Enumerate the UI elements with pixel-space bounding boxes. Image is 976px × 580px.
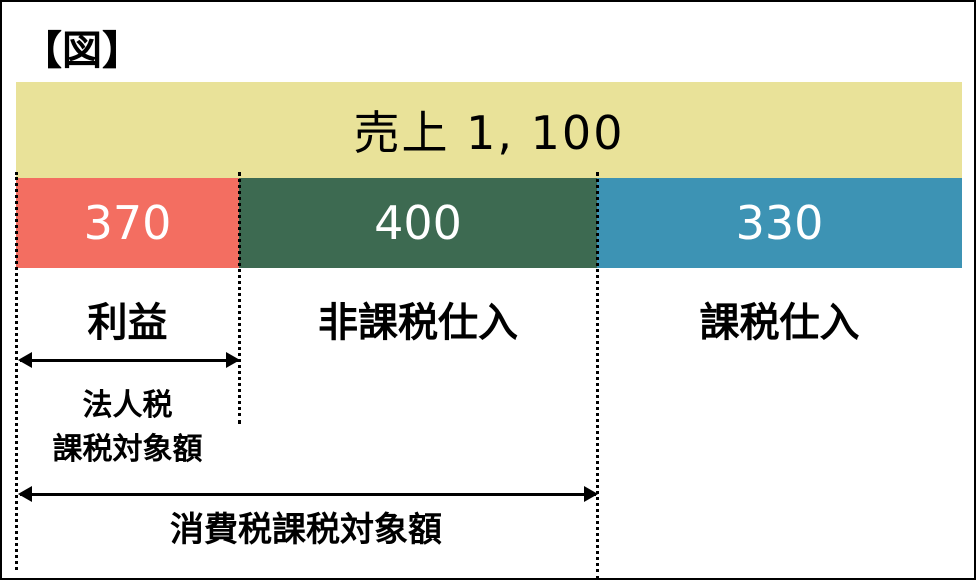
consumption-tax-range-arrow <box>18 486 598 502</box>
dotted-divider-left <box>15 172 18 570</box>
consumption-tax-label: 消費税課税対象額 <box>170 510 442 550</box>
sales-label: 売上 1, 100 <box>353 106 625 160</box>
corporate-tax-line1: 法人税 <box>82 388 173 423</box>
non-taxable-purchase-label: 非課税仕入 <box>318 300 518 346</box>
dotted-divider-taxable <box>596 172 599 580</box>
figure-title: 【図】 <box>22 28 142 74</box>
taxable-purchase-label: 課税仕入 <box>699 300 860 346</box>
dotted-divider-profit <box>238 172 241 424</box>
profit-value: 370 <box>83 196 172 250</box>
profit-label: 利益 <box>87 300 168 346</box>
corporate-tax-label: 法人税 課税対象額 <box>16 384 239 472</box>
corporate-tax-range-arrow <box>18 352 240 368</box>
profit-bar: 370 <box>16 178 239 268</box>
non-taxable-purchase-value: 400 <box>374 196 462 250</box>
taxable-purchase-value: 330 <box>735 196 824 250</box>
non-taxable-purchase-bar: 400 <box>239 178 597 268</box>
sales-bar: 売上 1, 100 <box>16 82 962 178</box>
corporate-tax-line2: 課税対象額 <box>52 432 203 467</box>
taxable-purchase-bar: 330 <box>597 178 962 268</box>
